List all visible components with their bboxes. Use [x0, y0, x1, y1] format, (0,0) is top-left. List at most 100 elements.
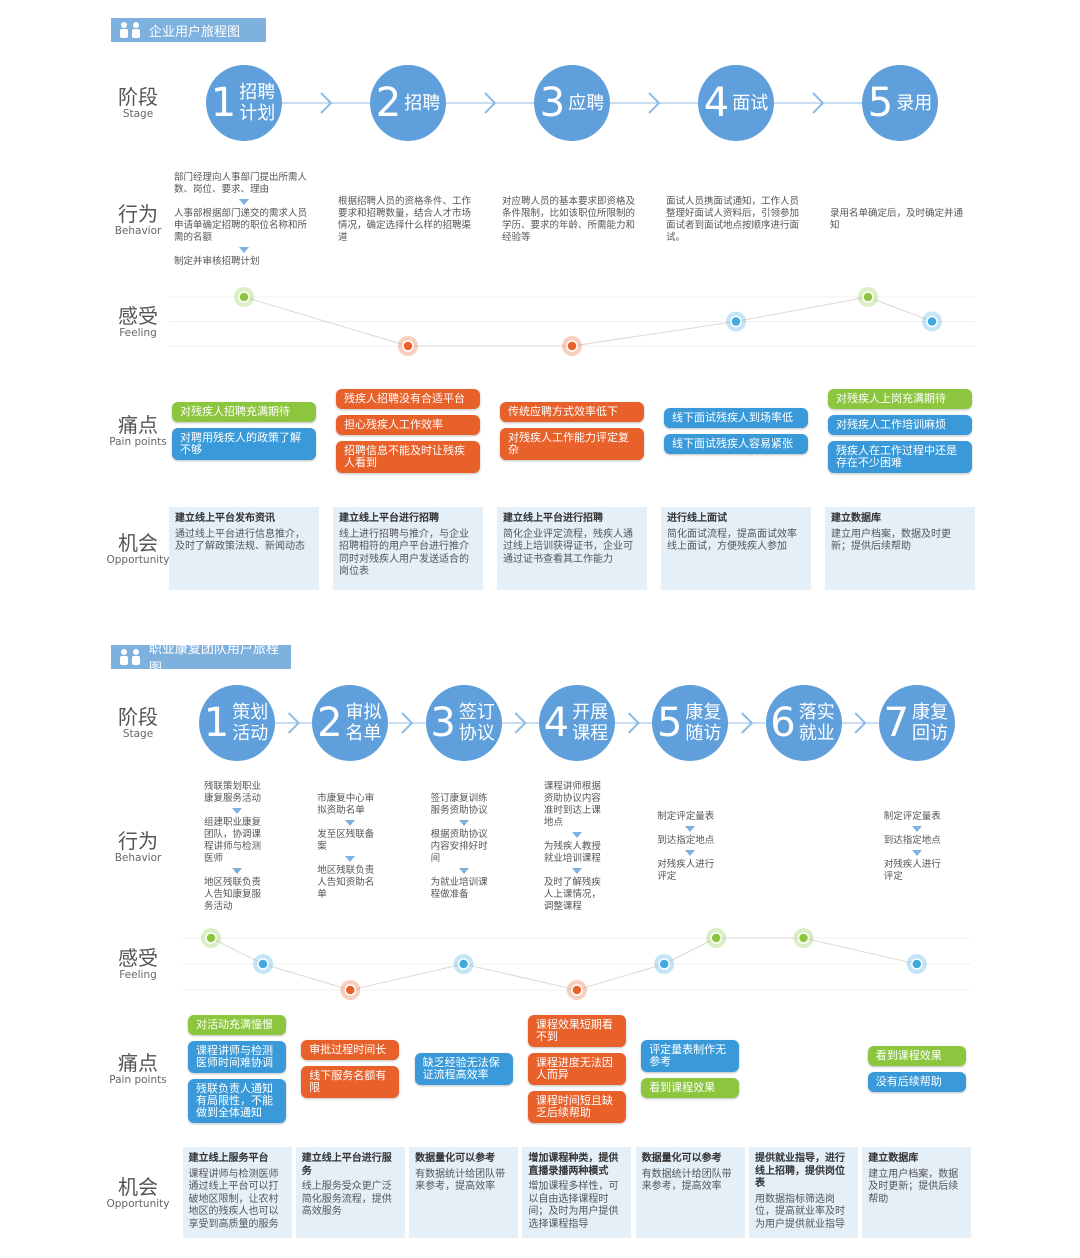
- pain-column: 残疾人招聘没有合适平台 担心残疾人工作效率 招聘信息不能及时让残疾人看到: [333, 380, 483, 482]
- pain-column: 审批过程时间长线下服务名额有限: [296, 1006, 405, 1132]
- behavior-step: 发至区残联备案: [317, 828, 375, 852]
- pain-column: 传统应聘方式效率低下 对残疾人工作能力评定复杂: [497, 380, 647, 482]
- stage-number: 3: [430, 700, 456, 746]
- behavior-step: 市康复中心审拟资助名单: [317, 792, 375, 816]
- pain-column: 对残疾人招聘充满期待 对聘用残疾人的政策了解不够: [169, 380, 319, 482]
- row-label-en: Feeling: [119, 969, 157, 981]
- stage-circle: 7 康复回访: [878, 685, 955, 761]
- behavior-step: 为就业培训课程做准备: [430, 876, 488, 900]
- behavior-column: 课程讲师根据资助协议内容准时到达上课地点 为残疾人教授就业培训课程 及时了解残疾人上…: [544, 778, 610, 915]
- opportunity-text: 线上服务受众更广泛简化服务流程，提供高效服务: [301, 1181, 392, 1217]
- opportunity-title: 增加课程种类，提供直播录播两种模式: [528, 1153, 619, 1177]
- feeling-point: [238, 291, 250, 303]
- stage-circle: 5 录用: [862, 65, 938, 141]
- opportunity-title: 进行线上面试: [667, 513, 727, 524]
- opportunity-text: 课程讲师与检测医师通过线上平台可以打破地区限制，让农村地区的残疾人也可以享受到高…: [188, 1168, 279, 1230]
- pain-column: [749, 1006, 858, 1132]
- pain-point: 对残疾人上岗充满期待: [828, 389, 972, 409]
- behavior-step: 对残疾人进行评定: [883, 858, 941, 882]
- stage-name: 招聘: [404, 92, 441, 114]
- pain-column: 对残疾人上岗充满期待 对残疾人工作培训麻烦残疾人在工作过程中还是存在不少困难: [825, 380, 975, 482]
- stage-name: 面试: [732, 92, 769, 114]
- row-label: 感受 Feeling: [98, 305, 178, 339]
- stage-name: 康复回访: [912, 702, 949, 744]
- behavior-arrow: [571, 831, 582, 838]
- pain-point: 残疾人在工作过程中还是存在不少困难: [828, 441, 972, 473]
- behavior-arrow: [458, 867, 469, 874]
- stage-name: 录用: [896, 92, 933, 114]
- row-label-cn: 阶段: [118, 705, 158, 729]
- pain-point: 残疾人招聘没有合适平台: [336, 389, 480, 409]
- behavior-step: 制定评定量表: [657, 810, 715, 822]
- stage-arrow: [287, 712, 301, 734]
- behavior-arrow: [239, 199, 249, 205]
- feeling-point: [205, 932, 217, 944]
- behavior-arrow: [685, 849, 696, 856]
- pain-point: 线下服务名额有限: [301, 1066, 400, 1098]
- behavior-arrow: [911, 849, 922, 856]
- row-label-cn: 痛点: [118, 1051, 158, 1075]
- opportunity-text: 简化企业评定流程，残疾人通过线上培训获得证书，企业可通过证书查看其工作能力: [503, 528, 633, 565]
- stage-number: 4: [543, 700, 570, 746]
- opportunity-title: 建立线上服务平台: [188, 1153, 269, 1164]
- opportunity-box: 建立数据库 建立用户档案，数据及时更新；提供后续帮助: [862, 1147, 972, 1238]
- row-label-en: Opportunity: [106, 553, 170, 566]
- pain-point: 缺乏经验无法保证流程高效率: [414, 1053, 513, 1085]
- feeling-point: [797, 932, 810, 944]
- opportunity-text: 简化面试流程，提高面试效率线上面试，方便残疾人参加: [667, 528, 797, 553]
- stage-name: 康复随访: [685, 702, 722, 744]
- opportunity-box: 建立线上平台进行招聘 简化企业评定流程，残疾人通过线上培训获得证书，企业可通过证书…: [497, 507, 647, 590]
- stage-number: 5: [867, 80, 894, 126]
- opportunity-box: 提供就业指导，进行线上招聘，提供岗位表 用数据指标筛选岗位，提高就业率及时为用户提…: [749, 1147, 858, 1238]
- stage-number: 7: [883, 700, 910, 746]
- opportunity-title: 数据量化可以参考: [415, 1153, 496, 1164]
- stage-name: 签订协议: [458, 702, 495, 744]
- behavior-step: 面试人员携面试通知，工作人员整理好面试人资料后，引领参加面试者到面试地点按顺序进…: [666, 196, 800, 243]
- feeling-point: [402, 340, 414, 352]
- behavior-column: 制定评定量表 到达指定地点 对残疾人进行评定: [657, 778, 723, 915]
- row-label: 行为 Behavior: [98, 203, 178, 237]
- row-label-cn: 机会: [118, 530, 158, 555]
- opportunity-title: 建立线上平台发布资讯: [175, 513, 275, 524]
- opportunity-box: 数据量化可以参考 有数据统计给团队带来参考，提高效率: [409, 1147, 519, 1238]
- behavior-step: 到达指定地点: [657, 834, 715, 846]
- behavior-step: 根据资助协议内容安排好时间: [430, 828, 488, 864]
- row-label: 阶段 Stage: [98, 706, 178, 740]
- stage-arrow: [514, 712, 527, 734]
- row-label-cn: 感受: [118, 303, 158, 328]
- behavior-arrow: [685, 825, 696, 832]
- feeling-point: [658, 958, 670, 970]
- stage-arrow: [484, 92, 497, 114]
- opportunity-title: 建立线上平台进行服务: [301, 1153, 392, 1177]
- feeling-point: [730, 315, 742, 328]
- feeling-point: [571, 984, 583, 996]
- behavior-step: 为残疾人教授就业培训课程: [543, 840, 601, 864]
- opportunity-title: 数据量化可以参考: [641, 1153, 722, 1164]
- stage-circle: 2 审拟名单: [312, 685, 389, 761]
- stage-circle: 5 康复随访: [652, 685, 729, 761]
- people-icon: [120, 649, 140, 665]
- behavior-arrow: [345, 819, 356, 826]
- behavior-column: 面试人员携面试通知，工作人员整理好面试人资料后，引领参加面试者到面试地点按顺序进…: [666, 165, 806, 275]
- behavior-column: 残联策划职业康复服务活动 组建职业康复团队，协调课程讲师与检测医师 地区残联负责人告…: [204, 778, 270, 915]
- opportunity-title: 提供就业指导，进行线上招聘，提供岗位表: [755, 1153, 845, 1189]
- stage-number: 6: [770, 700, 796, 746]
- behavior-arrow: [232, 807, 242, 814]
- pain-point: 残联负责人通知有局限性，不能做到全体通知: [188, 1079, 286, 1123]
- row-label-en: Behavior: [114, 225, 162, 237]
- feeling-point: [911, 958, 923, 970]
- row-label-en: Pain points: [109, 1074, 167, 1086]
- pain-point: 看到课程效果: [641, 1078, 740, 1098]
- stage-name: 开展课程: [572, 702, 609, 744]
- row-label-cn: 行为: [118, 828, 158, 853]
- pain-point: 对残疾人工作培训麻烦: [828, 415, 972, 435]
- pain-point: 没有后续帮助: [867, 1072, 966, 1092]
- pain-point: 评定量表制作无参考: [641, 1040, 740, 1072]
- opportunity-title: 建立数据库: [868, 1153, 919, 1164]
- pain-point: 审批过程时间长: [301, 1040, 400, 1060]
- pain-point: 担心残疾人工作效率: [336, 415, 480, 435]
- feeling-point: [457, 958, 470, 970]
- behavior-arrow: [345, 855, 356, 862]
- pain-point: 课程讲师与检测医师时间难协调: [188, 1041, 286, 1073]
